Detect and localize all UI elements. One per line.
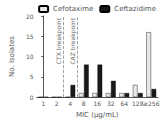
svg-text:10: 10 (26, 53, 34, 60)
svg-text:≥256: ≥256 (143, 100, 160, 107)
svg-text:5: 5 (30, 73, 34, 80)
svg-text:1: 1 (41, 100, 45, 107)
svg-text:128: 128 (132, 100, 144, 107)
svg-text:MIC (μg/mL): MIC (μg/mL) (76, 111, 119, 119)
svg-text:Cefotaxime: Cefotaxime (53, 5, 93, 13)
svg-text:0: 0 (30, 94, 34, 101)
svg-text:4: 4 (68, 100, 72, 107)
svg-text:CTX breakpoint: CTX breakpoint (55, 17, 63, 64)
svg-text:15: 15 (26, 33, 34, 40)
svg-text:Ceftazidime: Ceftazidime (114, 5, 156, 13)
svg-text:16: 16 (93, 100, 101, 107)
svg-text:8: 8 (82, 100, 86, 107)
svg-text:CAZ breakpoint: CAZ breakpoint (69, 17, 77, 64)
svg-text:2: 2 (55, 100, 59, 107)
svg-text:No. Isolates: No. Isolates (8, 36, 16, 77)
svg-text:20: 20 (26, 13, 34, 20)
svg-text:64: 64 (120, 100, 128, 107)
svg-text:32: 32 (107, 100, 115, 107)
